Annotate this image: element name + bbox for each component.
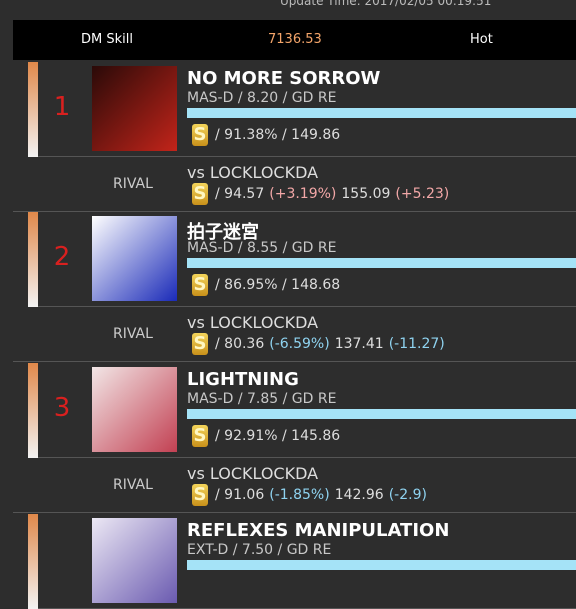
score-line: S / 86.95% / 148.68 [192, 274, 340, 296]
progress-bar [187, 108, 576, 118]
score-line: S / 91.38% / 149.86 [192, 124, 340, 146]
progress-bar [187, 560, 576, 570]
row-divider [13, 361, 576, 362]
score: / 86.95% / 148.68 [215, 277, 341, 293]
score: / 91.38% / 149.86 [215, 127, 341, 143]
rival-score: S / 91.06 (-1.85%) 142.96 (-2.9) [192, 484, 427, 506]
rival-name: vs LOCKLOCKDA [187, 464, 319, 483]
header-label: DM Skill [81, 32, 133, 47]
page: Update Time: 2017/02/05 00:19:51 DM Skil… [13, 0, 576, 609]
row-divider [38, 457, 576, 458]
rival-score: S / 94.57 (+3.19%) 155.09 (+5.23) [192, 183, 449, 205]
rival-skill: 137.41 [334, 336, 384, 352]
update-time: Update Time: 2017/02/05 00:19:51 [280, 0, 492, 8]
rival-achievement: / 91.06 [215, 487, 265, 503]
row-divider [38, 306, 576, 307]
header-hot: Hot [470, 32, 493, 47]
grade-icon: S [192, 333, 208, 355]
progress-bar [187, 258, 576, 268]
album-art [92, 216, 177, 301]
row-divider [13, 512, 576, 513]
song-title: 拍子迷宮 [187, 222, 259, 243]
song-title: NO MORE SORROW [187, 68, 381, 89]
rank-stripe [28, 62, 38, 157]
grade-icon: S [192, 183, 208, 205]
grade-icon: S [192, 124, 208, 146]
progress-bar [187, 409, 576, 419]
achievement-diff: (-6.59%) [269, 336, 330, 352]
rank-stripe [28, 514, 38, 609]
row-divider [13, 211, 576, 212]
rival-score: S / 80.36 (-6.59%) 137.41 (-11.27) [192, 333, 445, 355]
album-art [92, 367, 177, 452]
grade-icon: S [192, 484, 208, 506]
chart-info: MAS-D / 8.55 / GD RE [187, 240, 337, 256]
song-title: LIGHTNING [187, 369, 299, 390]
skill-diff: (-11.27) [388, 336, 445, 352]
header-skill: 7136.53 [268, 32, 322, 47]
rival-label: RIVAL [113, 477, 153, 493]
rival-skill: 142.96 [334, 487, 384, 503]
rank-stripe [28, 212, 38, 307]
achievement-diff: (+3.19%) [269, 186, 337, 202]
chart-info: MAS-D / 7.85 / GD RE [187, 391, 337, 407]
row-divider [38, 156, 576, 157]
rank: 3 [53, 393, 71, 423]
rank: 1 [53, 92, 71, 122]
rival-achievement: / 80.36 [215, 336, 265, 352]
achievement-diff: (-1.85%) [269, 487, 330, 503]
rank: 2 [53, 242, 71, 272]
grade-icon: S [192, 425, 208, 447]
header-bar: DM Skill 7136.53 Hot [13, 20, 576, 60]
score: / 92.91% / 145.86 [215, 428, 341, 444]
rival-achievement: / 94.57 [215, 186, 265, 202]
skill-diff: (+5.23) [395, 186, 450, 202]
song-title: REFLEXES MANIPULATION [187, 520, 450, 541]
score-line: S / 92.91% / 145.86 [192, 425, 340, 447]
grade-icon: S [192, 274, 208, 296]
rival-name: vs LOCKLOCKDA [187, 313, 319, 332]
rival-label: RIVAL [113, 326, 153, 342]
rival-skill: 155.09 [341, 186, 391, 202]
album-art [92, 518, 177, 603]
chart-info: MAS-D / 8.20 / GD RE [187, 90, 337, 106]
album-art [92, 66, 177, 151]
skill-diff: (-2.9) [388, 487, 427, 503]
rank-stripe [28, 363, 38, 458]
rival-label: RIVAL [113, 176, 153, 192]
rival-name: vs LOCKLOCKDA [187, 163, 319, 182]
chart-info: EXT-D / 7.50 / GD RE [187, 542, 332, 558]
